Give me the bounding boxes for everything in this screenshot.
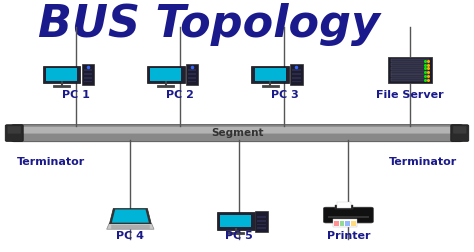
FancyBboxPatch shape (220, 215, 251, 228)
Bar (340, 221, 345, 226)
FancyBboxPatch shape (255, 69, 285, 81)
Text: PC 4: PC 4 (116, 231, 145, 241)
Text: Terminator: Terminator (389, 156, 457, 166)
Text: Segment: Segment (211, 128, 263, 138)
FancyBboxPatch shape (451, 125, 469, 142)
FancyBboxPatch shape (290, 65, 302, 85)
FancyBboxPatch shape (8, 127, 21, 134)
Bar (391, 68, 429, 71)
Bar (188, 78, 196, 79)
Text: PC 2: PC 2 (166, 89, 194, 100)
Polygon shape (107, 224, 154, 229)
FancyBboxPatch shape (151, 69, 181, 81)
Bar (83, 78, 92, 79)
Polygon shape (112, 210, 149, 223)
Bar (337, 202, 351, 209)
Bar (391, 75, 429, 78)
Text: Terminator: Terminator (17, 156, 85, 166)
Bar (188, 74, 196, 76)
Bar (391, 79, 429, 82)
Bar (292, 81, 301, 83)
FancyBboxPatch shape (388, 57, 432, 84)
Polygon shape (109, 209, 151, 224)
FancyBboxPatch shape (46, 69, 77, 81)
Text: Printer: Printer (327, 231, 370, 241)
Bar (346, 221, 350, 226)
Bar (391, 64, 429, 67)
FancyBboxPatch shape (82, 65, 94, 85)
FancyBboxPatch shape (18, 127, 456, 134)
FancyBboxPatch shape (147, 66, 185, 84)
Bar (292, 78, 301, 79)
Bar (351, 221, 356, 226)
FancyBboxPatch shape (255, 211, 268, 232)
Bar (257, 224, 266, 226)
Bar (292, 74, 301, 76)
FancyBboxPatch shape (43, 66, 80, 84)
Bar (257, 216, 266, 218)
Text: BUS Topology: BUS Topology (37, 3, 380, 45)
Text: PC 1: PC 1 (62, 89, 90, 100)
Bar (334, 221, 339, 226)
Bar (83, 70, 92, 72)
Bar (257, 220, 266, 222)
FancyBboxPatch shape (251, 66, 289, 84)
Text: File Server: File Server (376, 89, 444, 100)
FancyBboxPatch shape (186, 65, 199, 85)
FancyBboxPatch shape (5, 125, 23, 142)
FancyBboxPatch shape (11, 125, 463, 142)
Bar (188, 70, 196, 72)
Bar (292, 70, 301, 72)
Bar (257, 228, 266, 229)
Bar (391, 71, 429, 74)
Text: PC 5: PC 5 (226, 231, 253, 241)
Bar (83, 74, 92, 76)
Bar (83, 81, 92, 83)
FancyBboxPatch shape (453, 127, 466, 134)
FancyBboxPatch shape (217, 212, 255, 230)
FancyBboxPatch shape (323, 207, 373, 223)
Bar (391, 60, 429, 63)
Bar (333, 219, 357, 227)
Bar (335, 205, 353, 210)
Text: PC 3: PC 3 (271, 89, 298, 100)
Bar (188, 81, 196, 83)
Bar (328, 216, 368, 218)
